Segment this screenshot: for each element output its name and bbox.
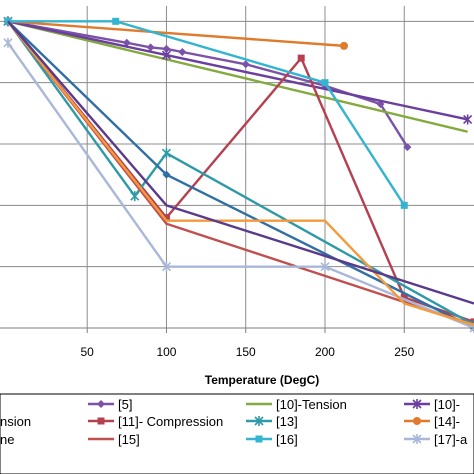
legend-label: [5] (118, 397, 132, 412)
legend-box (0, 393, 474, 474)
data-point (241, 60, 250, 69)
legend-label: [16] (276, 432, 298, 447)
data-point (463, 114, 473, 125)
legend-label: ne (0, 432, 14, 447)
legend-label: [14]- (434, 414, 460, 429)
legend-item: [5] (88, 397, 132, 412)
chart-legend: [5] [10]-Tension [10]- nsion [11]- Compressi… (0, 393, 474, 474)
legend-marker (412, 399, 422, 409)
data-point (4, 17, 12, 25)
legend-item: [14]- (404, 414, 460, 429)
data-point (321, 79, 329, 87)
data-point (3, 37, 13, 48)
x-tick-label: 50 (81, 345, 95, 359)
series-1 (3, 17, 412, 152)
legend-marker (413, 417, 421, 425)
series-line (7, 20, 468, 121)
data-point (470, 318, 474, 326)
chart-series (3, 16, 474, 333)
legend-label: [11]- Compression (118, 414, 223, 429)
legend-marker (97, 400, 105, 408)
data-point (403, 143, 412, 152)
data-point (122, 38, 131, 47)
series-2 (7, 20, 468, 133)
legend-label: [15] (118, 432, 140, 447)
series-12 (7, 20, 474, 305)
series-9 (4, 17, 408, 209)
legend-item: [10]- (404, 397, 460, 412)
series-line (7, 20, 406, 206)
data-point (161, 261, 172, 272)
data-point (161, 50, 172, 61)
series-10 (3, 37, 474, 333)
data-point (297, 54, 305, 62)
legend-item: [13] (246, 414, 298, 429)
data-point (161, 148, 172, 159)
x-tick-label: 250 (394, 345, 414, 359)
legend-marker (97, 417, 105, 425)
data-point (112, 17, 120, 25)
legend-label: [17]-a (434, 432, 468, 447)
data-point (320, 261, 330, 272)
series-line (6, 20, 474, 326)
x-tick-label: 200 (315, 345, 335, 359)
data-point (400, 201, 408, 209)
legend-item: [16] (246, 432, 298, 447)
data-point (162, 170, 171, 179)
legend-label: [10]- (434, 397, 460, 412)
legend-marker (255, 435, 263, 443)
x-axis-label: Temperature (DegC) (205, 373, 319, 387)
legend-label: [10]-Tension (276, 397, 347, 412)
series-line (6, 20, 474, 327)
series-line (7, 20, 474, 305)
legend-item: [15] (88, 432, 140, 447)
legend-item: nsion (0, 414, 31, 429)
data-point (130, 191, 140, 202)
legend-item: [10]-Tension (246, 397, 347, 412)
legend-label: nsion (0, 414, 31, 429)
data-point (146, 43, 155, 52)
series-11 (6, 20, 474, 327)
x-tick-label: 150 (236, 345, 256, 359)
legend-item: [17]-a (404, 432, 468, 447)
legend-item: [11]- Compression (88, 414, 223, 429)
legend-label: [13] (276, 414, 298, 429)
data-point (400, 293, 408, 301)
x-axis: 50 100 150 200 250 (0, 327, 474, 359)
series-line (7, 20, 468, 133)
data-point (340, 41, 349, 50)
series-line (7, 20, 345, 48)
data-point (178, 48, 187, 56)
legend-item: ne (0, 432, 14, 447)
x-tick-label: 100 (156, 345, 176, 359)
legend-marker (412, 434, 422, 444)
data-point (162, 214, 170, 222)
legend-marker (254, 416, 264, 426)
data-point (162, 44, 171, 53)
